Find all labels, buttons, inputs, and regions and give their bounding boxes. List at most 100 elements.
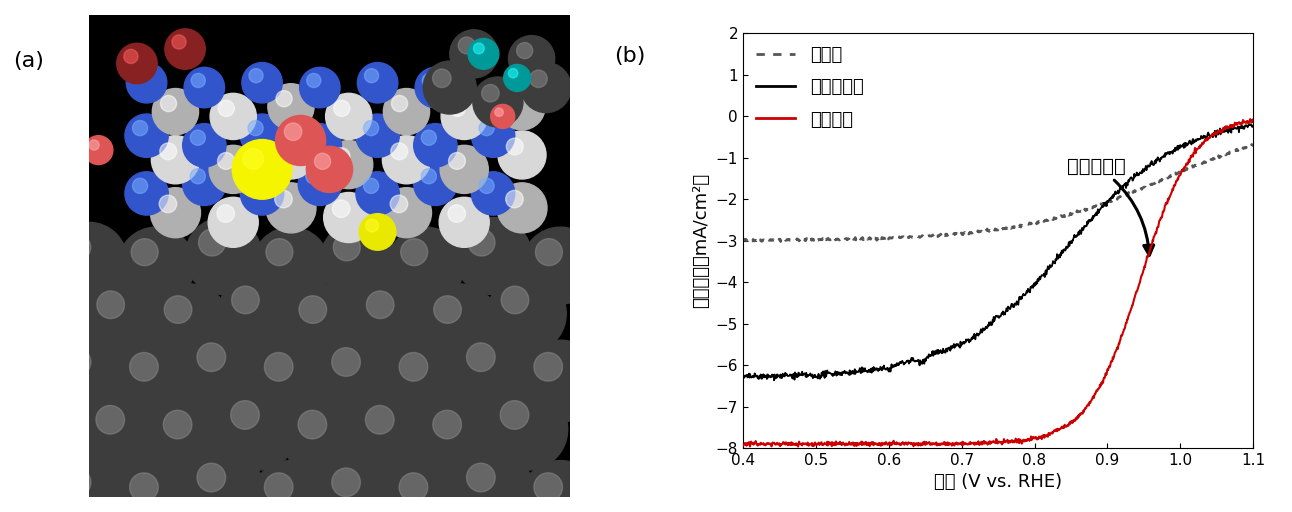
Circle shape [384, 89, 429, 135]
Circle shape [448, 205, 465, 222]
Circle shape [390, 143, 408, 160]
Circle shape [284, 398, 366, 480]
Circle shape [48, 335, 129, 417]
Circle shape [127, 62, 167, 103]
Circle shape [399, 352, 428, 381]
Circle shape [390, 195, 408, 212]
Circle shape [298, 410, 327, 439]
Circle shape [242, 62, 282, 103]
Circle shape [332, 468, 360, 497]
Circle shape [231, 400, 260, 429]
Circle shape [160, 143, 177, 160]
Circle shape [96, 406, 124, 434]
Circle shape [150, 188, 200, 238]
Circle shape [267, 131, 315, 179]
Circle shape [385, 340, 466, 422]
Circle shape [519, 340, 601, 422]
Circle shape [164, 296, 193, 324]
Circle shape [150, 284, 230, 363]
Circle shape [413, 124, 457, 167]
Circle shape [115, 340, 198, 422]
Circle shape [324, 140, 373, 188]
Circle shape [298, 162, 341, 205]
Circle shape [151, 136, 199, 184]
Circle shape [217, 205, 234, 222]
Circle shape [530, 70, 548, 88]
Circle shape [233, 140, 292, 199]
Circle shape [434, 296, 461, 324]
Text: 高催化活性: 高催化活性 [1067, 157, 1154, 255]
Circle shape [381, 188, 432, 238]
Circle shape [182, 162, 226, 205]
Circle shape [209, 145, 257, 194]
Circle shape [182, 331, 265, 413]
Circle shape [318, 335, 399, 417]
Circle shape [50, 222, 128, 300]
Circle shape [332, 200, 350, 218]
Circle shape [231, 286, 260, 314]
Circle shape [159, 195, 177, 212]
Circle shape [491, 104, 514, 129]
Circle shape [473, 77, 523, 127]
Circle shape [211, 93, 256, 140]
Circle shape [182, 124, 226, 167]
Circle shape [506, 138, 523, 155]
Circle shape [413, 162, 457, 205]
Circle shape [48, 456, 129, 512]
Circle shape [441, 145, 488, 194]
Circle shape [448, 153, 465, 169]
Circle shape [160, 95, 177, 112]
Circle shape [318, 456, 399, 512]
Circle shape [506, 91, 523, 107]
Circle shape [152, 89, 199, 135]
Circle shape [500, 400, 528, 429]
Circle shape [479, 178, 494, 194]
Circle shape [505, 190, 523, 208]
Circle shape [351, 393, 433, 475]
Circle shape [132, 239, 158, 266]
Circle shape [499, 83, 545, 130]
Circle shape [83, 279, 162, 358]
Circle shape [333, 100, 350, 116]
Circle shape [353, 279, 432, 358]
Circle shape [459, 37, 475, 54]
Circle shape [190, 168, 205, 184]
Circle shape [509, 35, 554, 82]
Circle shape [501, 286, 528, 314]
Circle shape [497, 183, 547, 233]
Circle shape [359, 214, 395, 250]
Circle shape [185, 68, 225, 108]
Circle shape [133, 69, 147, 83]
Circle shape [358, 62, 398, 103]
Circle shape [163, 410, 193, 439]
Circle shape [452, 451, 534, 512]
Circle shape [472, 114, 514, 157]
Circle shape [243, 148, 264, 169]
Circle shape [191, 73, 205, 88]
Text: (b): (b) [614, 46, 645, 66]
Circle shape [265, 473, 293, 501]
Circle shape [421, 168, 437, 184]
Circle shape [420, 284, 499, 363]
Circle shape [306, 146, 353, 193]
Circle shape [522, 227, 599, 304]
Circle shape [266, 183, 317, 233]
Circle shape [84, 136, 112, 164]
Circle shape [479, 120, 494, 136]
Circle shape [320, 222, 397, 300]
Circle shape [182, 451, 265, 512]
Circle shape [419, 398, 500, 480]
Circle shape [116, 44, 158, 83]
Circle shape [252, 227, 329, 304]
Circle shape [385, 461, 466, 512]
Circle shape [364, 69, 379, 83]
Circle shape [401, 239, 428, 266]
Circle shape [486, 388, 567, 470]
Circle shape [129, 473, 158, 501]
Circle shape [196, 343, 226, 372]
Circle shape [504, 65, 531, 92]
Circle shape [275, 138, 292, 155]
Circle shape [519, 461, 601, 512]
Circle shape [125, 114, 168, 157]
Circle shape [129, 352, 158, 381]
